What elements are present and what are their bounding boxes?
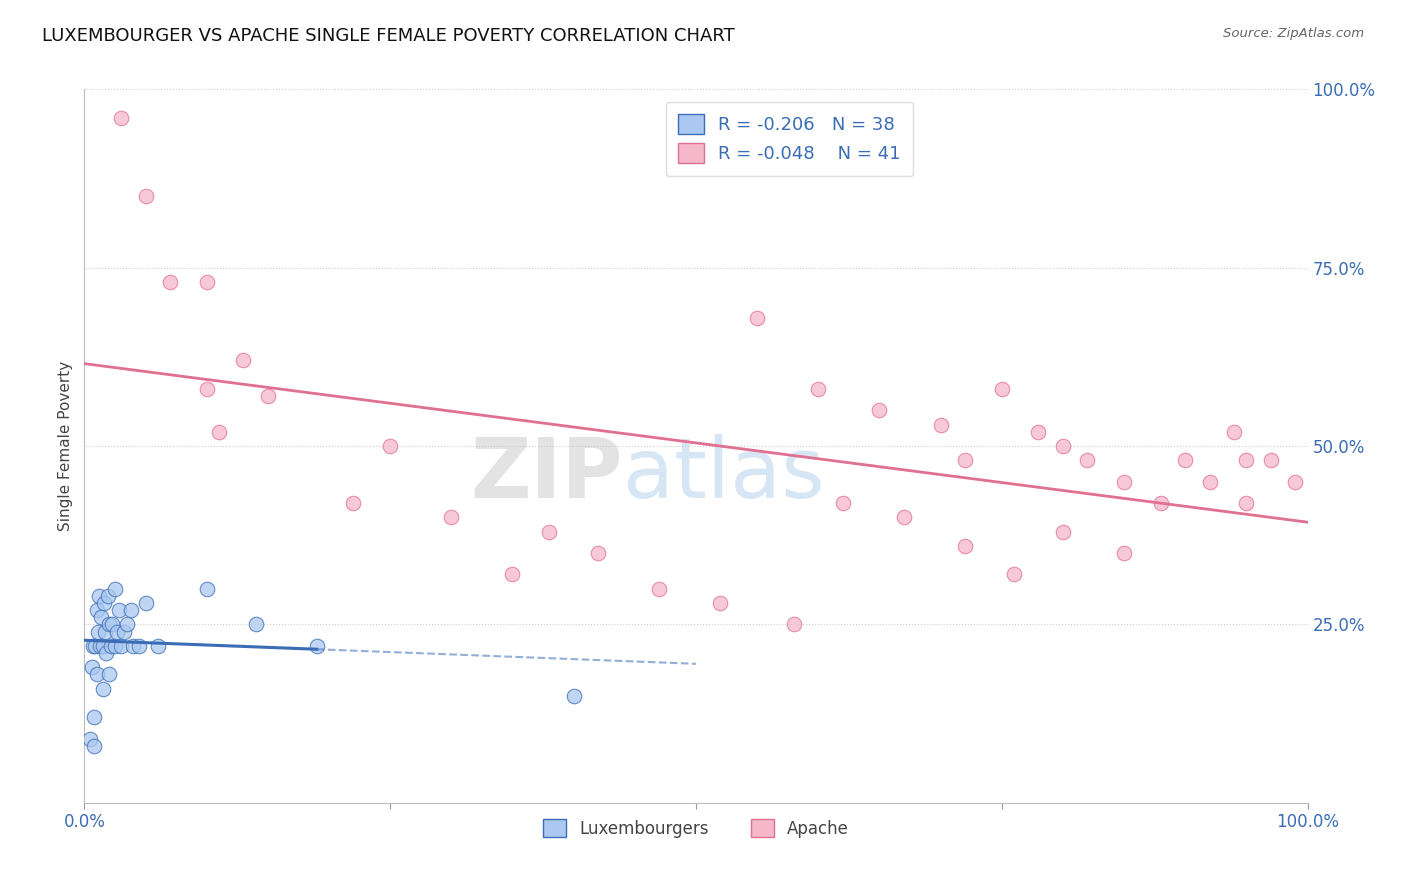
Point bbox=[1223, 425, 1246, 439]
Text: LUXEMBOURGER VS APACHE SINGLE FEMALE POVERTY CORRELATION CHART: LUXEMBOURGER VS APACHE SINGLE FEMALE POV… bbox=[42, 27, 735, 45]
Point bbox=[305, 639, 328, 653]
Point bbox=[100, 639, 122, 653]
Legend: Luxembourgers, Apache: Luxembourgers, Apache bbox=[536, 813, 856, 845]
Point bbox=[128, 639, 150, 653]
Point bbox=[135, 189, 157, 203]
Point bbox=[79, 731, 101, 746]
Point bbox=[82, 639, 104, 653]
Point bbox=[104, 582, 127, 596]
Point bbox=[91, 681, 114, 696]
Point bbox=[232, 353, 254, 368]
Point bbox=[929, 417, 952, 432]
Point bbox=[440, 510, 463, 524]
Point bbox=[135, 596, 157, 610]
Point bbox=[502, 567, 524, 582]
Point bbox=[831, 496, 853, 510]
Point bbox=[90, 610, 112, 624]
Point bbox=[1114, 546, 1136, 560]
Point bbox=[84, 639, 107, 653]
Point bbox=[159, 275, 181, 289]
Point bbox=[538, 524, 561, 539]
Point bbox=[83, 739, 105, 753]
Point bbox=[97, 667, 120, 681]
Point bbox=[110, 639, 132, 653]
Point bbox=[1150, 496, 1173, 510]
Point bbox=[1174, 453, 1197, 467]
Text: ZIP: ZIP bbox=[470, 434, 623, 515]
Point bbox=[208, 425, 231, 439]
Point bbox=[110, 111, 132, 125]
Point bbox=[1076, 453, 1098, 467]
Point bbox=[747, 310, 769, 325]
Point bbox=[120, 603, 142, 617]
Point bbox=[91, 639, 114, 653]
Point bbox=[1236, 496, 1258, 510]
Point bbox=[195, 582, 218, 596]
Point bbox=[101, 617, 124, 632]
Point bbox=[1236, 453, 1258, 467]
Point bbox=[783, 617, 806, 632]
Point bbox=[257, 389, 280, 403]
Point bbox=[195, 275, 218, 289]
Point bbox=[97, 617, 120, 632]
Point bbox=[1002, 567, 1025, 582]
Point bbox=[86, 603, 108, 617]
Point bbox=[89, 639, 111, 653]
Point bbox=[1260, 453, 1282, 467]
Point bbox=[97, 589, 120, 603]
Point bbox=[709, 596, 731, 610]
Point bbox=[105, 624, 128, 639]
Point bbox=[94, 624, 117, 639]
Point bbox=[122, 639, 145, 653]
Text: Source: ZipAtlas.com: Source: ZipAtlas.com bbox=[1223, 27, 1364, 40]
Point bbox=[1052, 524, 1074, 539]
Point bbox=[245, 617, 267, 632]
Y-axis label: Single Female Poverty: Single Female Poverty bbox=[58, 361, 73, 531]
Point bbox=[953, 453, 976, 467]
Point bbox=[869, 403, 891, 417]
Text: atlas: atlas bbox=[623, 434, 824, 515]
Point bbox=[807, 382, 830, 396]
Point bbox=[1052, 439, 1074, 453]
Point bbox=[893, 510, 915, 524]
Point bbox=[562, 689, 585, 703]
Point bbox=[87, 589, 110, 603]
Point bbox=[1114, 475, 1136, 489]
Point bbox=[83, 710, 105, 724]
Point bbox=[1028, 425, 1050, 439]
Point bbox=[146, 639, 169, 653]
Point bbox=[953, 539, 976, 553]
Point bbox=[586, 546, 609, 560]
Point bbox=[115, 617, 138, 632]
Point bbox=[195, 382, 218, 396]
Point bbox=[80, 660, 103, 674]
Point bbox=[87, 624, 110, 639]
Point bbox=[93, 596, 115, 610]
Point bbox=[96, 646, 118, 660]
Point bbox=[112, 624, 135, 639]
Point bbox=[648, 582, 671, 596]
Point bbox=[104, 639, 127, 653]
Point bbox=[107, 603, 129, 617]
Point bbox=[1198, 475, 1220, 489]
Point bbox=[342, 496, 364, 510]
Point bbox=[1284, 475, 1306, 489]
Point bbox=[86, 667, 108, 681]
Point bbox=[991, 382, 1014, 396]
Point bbox=[380, 439, 402, 453]
